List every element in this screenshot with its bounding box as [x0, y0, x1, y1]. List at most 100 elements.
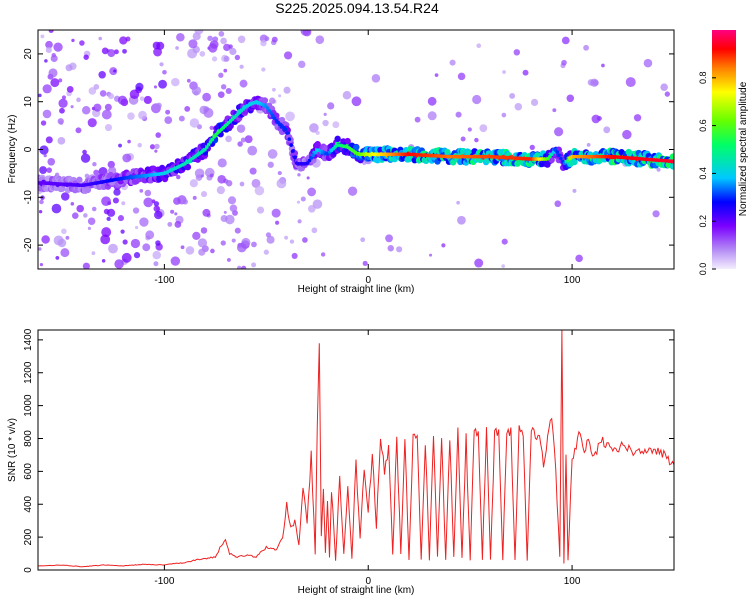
spectrogram-noise-point	[132, 207, 140, 214]
colorbar-tick-label: 0.4	[698, 167, 708, 180]
spectrogram-noise-point	[79, 40, 85, 46]
spectrogram-noise-point	[149, 144, 156, 150]
spectrogram-noise-point	[278, 94, 282, 98]
spectrogram-noise-point	[360, 237, 366, 243]
spectrogram-noise-point	[220, 37, 227, 45]
spectrogram-noise-point	[502, 70, 506, 74]
spectrogram-noise-point	[61, 95, 67, 100]
spectrogram-noise-point	[76, 97, 81, 103]
spectrogram-noise-point	[188, 39, 198, 49]
spectrogram-noise-point	[552, 108, 557, 113]
spectrogram-noise-point	[223, 43, 231, 52]
spectrogram-noise-point	[153, 261, 159, 267]
spectrogram-noise-point	[231, 238, 236, 243]
spectrogram-ridge-core	[206, 142, 211, 147]
spectrogram-noise-point	[65, 235, 70, 240]
spectrogram-noise-point	[591, 114, 601, 124]
snr-ytick-label: 400	[23, 495, 34, 512]
spectrogram-noise-point	[137, 142, 142, 148]
spectrogram-noise-point	[271, 208, 281, 218]
spectrogram-noise-point	[530, 98, 539, 107]
spectrogram-noise-point	[82, 262, 90, 269]
spectrogram-ridge-core	[293, 155, 297, 159]
spectrogram-ridge-core	[313, 150, 317, 155]
spectrogram-noise-point	[311, 227, 318, 234]
snr-ytick-label: 200	[23, 528, 34, 545]
colorbar: 0.0 0.2 0.4 0.6 0.8 Normalized spectral ampl…	[698, 30, 749, 275]
spectrogram-noise-point	[104, 103, 112, 111]
spectrogram-ridge-point	[353, 144, 360, 151]
spectrogram-noise-point	[143, 197, 154, 208]
spectrogram-noise-point	[43, 154, 47, 158]
spectrogram-noise-point	[139, 189, 144, 193]
spectrogram-noise-point	[226, 257, 231, 262]
spectrogram-noise-point	[119, 36, 128, 45]
spectrogram-noise-point	[300, 30, 311, 36]
spectrogram-noise-point	[144, 189, 152, 197]
spectrogram-noise-point	[71, 38, 75, 43]
snr-ylabel: SNR (10 * v/v)	[7, 418, 18, 482]
spectrogram-noise-point	[162, 69, 167, 75]
spectrogram-noise-point	[153, 201, 160, 207]
spectrogram-noise-point	[42, 84, 52, 94]
spectrogram-noise-point	[234, 227, 241, 234]
spectrogram-noise-point	[239, 64, 244, 69]
spectrogram-noise-point	[60, 192, 70, 201]
spectrogram-noise-point	[100, 234, 111, 245]
snr-ytick-label: 0	[23, 567, 34, 573]
spectrogram-noise-point	[479, 124, 488, 133]
spectrogram-ridge-point	[514, 160, 521, 167]
spectrogram-noise-point	[101, 47, 109, 55]
spectrogram-ridge-core	[305, 161, 310, 165]
spectrogram-noise-point	[189, 179, 198, 188]
spectrogram-noise-point	[191, 86, 201, 96]
spectrogram-ridge-core	[291, 149, 295, 153]
spectrogram-noise-point	[249, 167, 257, 175]
spectrogram-noise-point	[218, 72, 224, 78]
spectrogram-noise-point	[347, 186, 358, 196]
spectrogram-ridge-core	[267, 108, 271, 113]
spectrogram-noise-point	[165, 109, 171, 115]
spectrogram-noise-point	[251, 178, 261, 188]
spectrogram-noise-point	[83, 213, 88, 218]
spectrogram-noise-point	[70, 202, 75, 206]
snr-xtick-label: 100	[564, 576, 581, 587]
spectrogram-noise-point	[197, 238, 208, 248]
spectrogram-noise-point	[87, 226, 92, 230]
spectrogram-noise-point	[178, 115, 185, 122]
spectrogram-noise-point	[186, 78, 191, 83]
spectrogram-noise-point	[208, 43, 218, 53]
spectrogram-noise-point	[566, 94, 575, 103]
spectrogram-noise-point	[332, 121, 340, 129]
snr-ytick-label: 1200	[23, 361, 34, 384]
spectrogram-noise-point	[529, 144, 535, 151]
spectrogram-noise-point	[289, 239, 295, 244]
spectrogram-noise-point	[53, 42, 63, 52]
spectrogram-noise-point	[387, 245, 394, 252]
spectrogram-ridge-point	[669, 153, 674, 160]
spectrogram-noise-point	[60, 248, 70, 258]
spectrogram-ridge-core	[283, 127, 288, 132]
spectrogram-noise-point	[58, 78, 63, 83]
spectrogram-ridge-point	[261, 97, 269, 104]
spectrogram-noise-point	[266, 235, 275, 244]
colorbar-label: Normalized spectral amplitude	[738, 81, 749, 216]
spectrogram-noise-point	[99, 90, 107, 97]
spectrogram-noise-point	[117, 95, 128, 105]
spectrogram-noise-point	[61, 228, 67, 235]
spectrogram-noise-point	[660, 83, 668, 91]
spectrogram-noise-point	[229, 204, 238, 213]
spectrogram-noise-point	[104, 124, 113, 132]
spectrogram-ridge-point	[548, 156, 555, 164]
spectrogram-noise-point	[170, 209, 175, 214]
spectrogram-noise-point	[76, 204, 84, 213]
spectrogram-noise-point	[103, 208, 110, 215]
spectrogram-noise-point	[57, 136, 66, 145]
spectrogram-noise-point	[87, 217, 96, 226]
spectrogram-noise-point	[39, 166, 47, 175]
spectrogram-noise-point	[209, 125, 214, 130]
spectrogram-noise-point	[501, 238, 508, 245]
spectrogram-noise-point	[240, 137, 246, 143]
